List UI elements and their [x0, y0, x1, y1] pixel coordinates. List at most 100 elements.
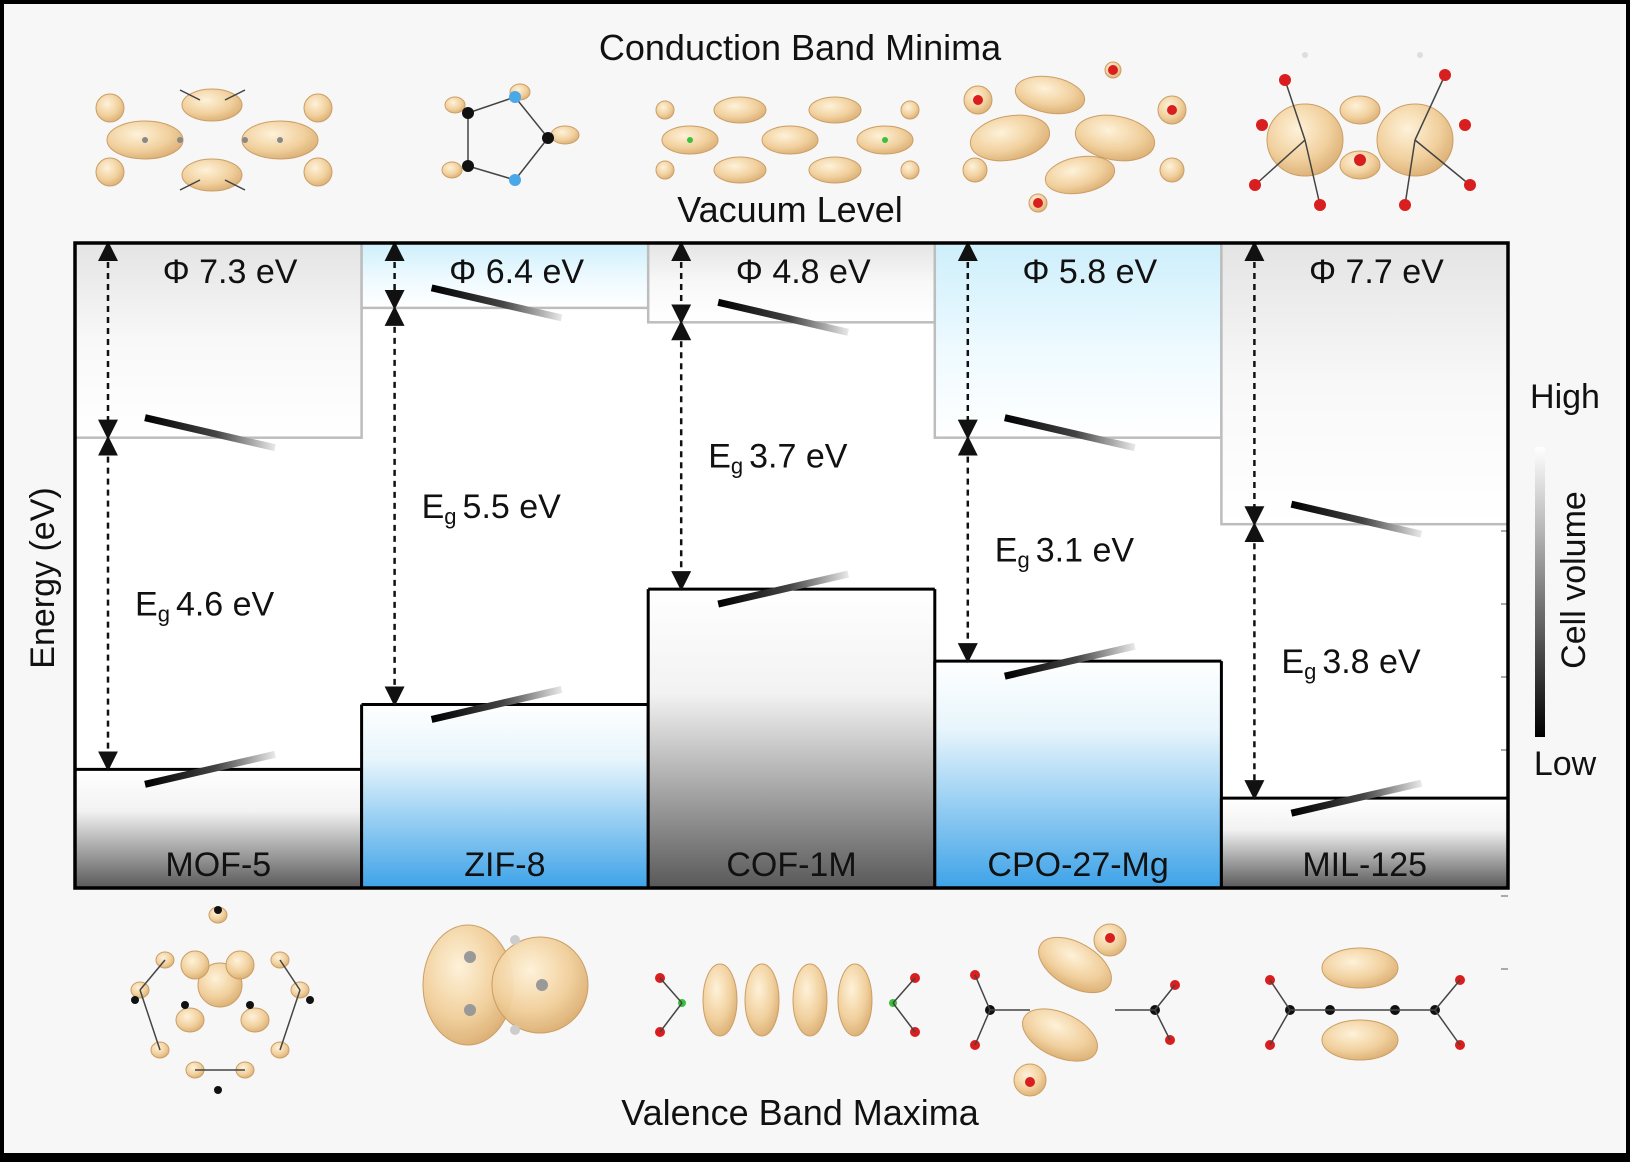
bond: [1414, 74, 1446, 141]
bond: [514, 137, 549, 181]
band-gap-subscript: g: [444, 504, 456, 529]
isosurface-lobe: [180, 950, 210, 980]
material-column-cof-1m: Φ 4.8 eV Eg 3.7 eV COF-1M: [646, 241, 937, 888]
atom: [509, 91, 521, 103]
bond: [1154, 1009, 1171, 1041]
isosurface-lobe: [175, 1007, 205, 1033]
bond: [224, 179, 246, 191]
cell-volume-colorbar: High Low Cell volume: [1530, 378, 1600, 783]
bond: [1269, 1009, 1291, 1046]
cof1m-cbm-orbital: [655, 96, 920, 184]
cbm-slope-indicator: [1290, 500, 1423, 538]
atom: [687, 137, 693, 143]
valence-band-block: [1221, 798, 1508, 888]
isosurface-lobe: [808, 156, 862, 184]
atom: [509, 174, 521, 186]
isosurface-lobe: [95, 93, 125, 123]
bond: [892, 1002, 916, 1033]
isosurface-lobe: [713, 96, 767, 124]
material-name: MIL-125: [1302, 846, 1427, 884]
bond: [1434, 979, 1461, 1011]
atom: [242, 137, 248, 143]
cof1m-vbm-orbital: [655, 963, 920, 1037]
bond: [279, 989, 301, 1051]
vbm-heading: Valence Band Maxima: [621, 1092, 980, 1133]
atom: [181, 1001, 189, 1009]
bond: [139, 959, 166, 991]
isosurface-lobe: [702, 963, 738, 1037]
bond: [1284, 79, 1306, 141]
band-gap-symbol: E: [708, 438, 731, 476]
energy-axis-label: Energy (eV): [24, 487, 62, 668]
bond: [1269, 979, 1291, 1011]
colorbar-high-label: High: [1530, 378, 1600, 416]
atom: [1279, 74, 1291, 86]
atom: [214, 1086, 222, 1094]
band-gap-label: Eg 3.1 eV: [995, 531, 1135, 572]
bond: [1434, 1009, 1461, 1046]
vbm-slope-indicator: [144, 750, 276, 788]
vbm-slope-indicator: [1004, 642, 1136, 680]
isosurface-lobe: [95, 157, 125, 187]
atom: [1256, 119, 1268, 131]
band-gap-subscript: g: [731, 454, 743, 479]
atom: [882, 137, 888, 143]
atom: [1354, 154, 1366, 166]
band-gap-subscript: g: [1017, 547, 1029, 572]
material-name: MOF-5: [165, 846, 271, 884]
atom: [464, 1004, 476, 1016]
bond: [974, 974, 991, 1011]
isosurface-lobe: [655, 100, 675, 120]
bond: [467, 96, 516, 114]
work-function-label: Φ 7.3 eV: [163, 253, 298, 291]
isosurface-lobe: [240, 1007, 270, 1033]
cpo27-vbm-orbital: [970, 923, 1180, 1097]
atom: [1033, 198, 1043, 208]
bond: [1154, 984, 1176, 1011]
work-function-label: Φ 5.8 eV: [1022, 253, 1157, 291]
atom: [306, 996, 314, 1004]
zif8-cbm-orbital: [441, 83, 580, 186]
mil125-vbm-orbital: [1265, 947, 1465, 1061]
isosurface-lobe: [550, 125, 580, 145]
colorbar-title: Cell volume: [1555, 491, 1593, 669]
atom: [1417, 52, 1423, 58]
band-gap-label: Eg 3.7 eV: [708, 438, 848, 479]
band-gap-label: Eg 5.5 eV: [422, 488, 562, 529]
isosurface-lobe: [1321, 1019, 1399, 1061]
material-column-mof-5: Φ 7.3 eV Eg 4.6 eV MOF-5: [73, 241, 364, 888]
bond: [892, 977, 916, 1004]
bond: [1304, 139, 1321, 206]
isosurface-lobe: [962, 157, 988, 183]
isosurface-lobe: [225, 950, 255, 980]
isosurface-lobe: [1159, 157, 1185, 183]
bond: [1404, 139, 1416, 206]
band-gap-value: 4.6 eV: [176, 586, 275, 624]
work-function-label: Φ 4.8 eV: [736, 253, 871, 291]
band-gap-label: Eg 3.8 eV: [1281, 643, 1421, 684]
isosurface-lobe: [1014, 75, 1086, 115]
bond: [179, 89, 201, 101]
atom: [142, 137, 148, 143]
cbm-heading: Conduction Band Minima: [599, 27, 1002, 68]
bond: [514, 96, 549, 139]
material-column-zif-8: Φ 6.4 eV Eg 5.5 eV ZIF-8: [360, 241, 650, 888]
isosurface-lobe: [444, 96, 466, 114]
isosurface-lobe: [1339, 95, 1381, 125]
atom: [177, 137, 183, 143]
bond: [659, 1002, 683, 1033]
bond: [1414, 139, 1471, 186]
bond: [467, 165, 516, 181]
band-gap-value: 5.5 eV: [463, 488, 562, 526]
isosurface-lobe: [837, 963, 873, 1037]
mof5-cbm-orbital: [95, 88, 333, 192]
atom: [464, 951, 476, 963]
atom: [542, 132, 554, 144]
atom: [973, 95, 983, 105]
atom: [1399, 199, 1411, 211]
bond: [224, 89, 246, 101]
bond: [179, 179, 201, 191]
isosurface-lobe: [900, 160, 920, 180]
band-gap-symbol: E: [422, 488, 445, 526]
bond: [1254, 139, 1306, 186]
